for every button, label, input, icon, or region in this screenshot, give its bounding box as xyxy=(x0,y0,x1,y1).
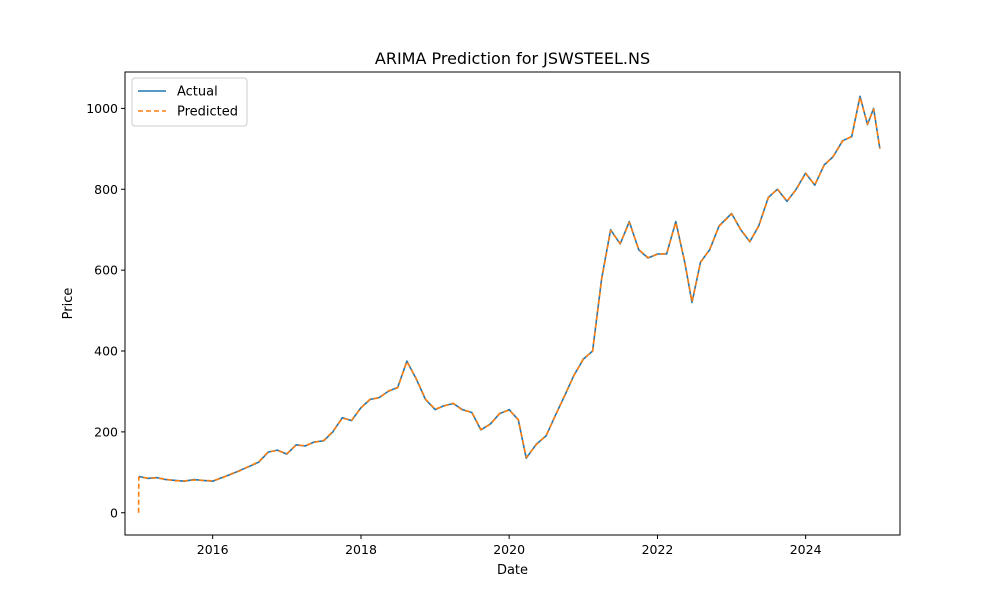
y-tick-label: 1000 xyxy=(86,101,118,116)
y-tick-label: 600 xyxy=(94,263,118,278)
chart-title: ARIMA Prediction for JSWSTEEL.NS xyxy=(375,49,650,68)
plot-frame xyxy=(124,71,901,536)
legend-box xyxy=(131,77,248,127)
y-axis: 0 200 400 600 800 1000 xyxy=(86,101,125,520)
x-tick-label: 2018 xyxy=(345,542,377,557)
x-tick-label: 2022 xyxy=(642,542,674,557)
y-tick-label: 200 xyxy=(94,424,118,439)
x-tick-label: 2016 xyxy=(197,542,229,557)
legend: Actual Predicted xyxy=(131,77,248,127)
x-axis: 2016 2018 2020 2022 2024 xyxy=(197,535,822,557)
y-tick-label: 0 xyxy=(110,505,118,520)
x-axis-label: Date xyxy=(497,563,528,578)
legend-label-actual: Actual xyxy=(177,85,218,100)
y-axis-label: Price xyxy=(61,288,76,320)
series-layer xyxy=(137,95,881,513)
x-tick-label: 2024 xyxy=(790,542,822,557)
x-tick-label: 2020 xyxy=(493,542,525,557)
y-tick-label: 800 xyxy=(94,182,118,197)
legend-label-predicted: Predicted xyxy=(177,105,238,120)
y-tick-label: 400 xyxy=(94,344,118,359)
series-line-predicted xyxy=(137,96,881,513)
